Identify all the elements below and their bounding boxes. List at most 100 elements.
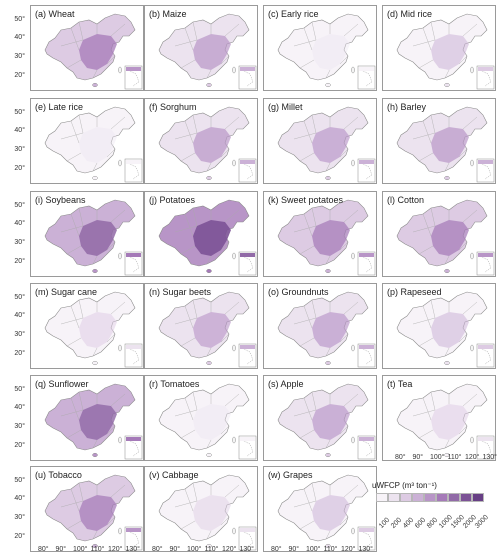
- inset-fill: [359, 528, 374, 532]
- legend-swatch: [388, 493, 400, 502]
- province-boundary: [293, 132, 317, 140]
- nine-dash-line: [127, 69, 140, 87]
- taiwan-island: [470, 66, 474, 74]
- taiwan-island: [118, 436, 122, 444]
- lat-label: 20°: [14, 349, 25, 357]
- nine-dash-line: [360, 439, 373, 457]
- legend-tick-label: 100: [378, 516, 392, 530]
- province-boundary: [224, 301, 240, 315]
- map-panel: (u) Tobacco: [30, 466, 144, 552]
- production-region: [79, 34, 117, 70]
- province-boundary: [343, 484, 359, 498]
- province-boundary: [110, 23, 126, 37]
- china-map: [277, 13, 376, 90]
- lon-label: 130°: [358, 546, 373, 553]
- south-china-sea-inset: [357, 343, 376, 368]
- province-boundary: [444, 162, 450, 172]
- map-panel: (e) Late rice: [30, 98, 144, 184]
- taiwan-island: [351, 159, 355, 167]
- province-boundary: [444, 255, 450, 265]
- province-boundary: [70, 397, 80, 421]
- map-panel: (k) Sweet potatoes: [263, 191, 377, 277]
- province-boundary: [78, 482, 84, 502]
- province-boundary: [180, 59, 196, 69]
- lat-label: 50°: [14, 477, 25, 485]
- province-boundary: [60, 225, 84, 233]
- china-map: [158, 13, 257, 90]
- south-china-sea-inset: [124, 251, 143, 276]
- south-china-sea-inset: [238, 158, 257, 183]
- china-map: [396, 106, 495, 183]
- lon-label: 100°: [306, 546, 321, 553]
- province-boundary: [220, 333, 230, 343]
- province-boundary: [325, 530, 331, 540]
- map-panel: (l) Cotton: [382, 191, 496, 277]
- south-china-sea-inset: [357, 65, 376, 90]
- province-boundary: [343, 393, 359, 407]
- hainan-island: [444, 175, 450, 181]
- province-boundary: [224, 484, 240, 498]
- province-boundary: [462, 209, 478, 223]
- map-panel: (t) Tea: [382, 375, 496, 461]
- province-boundary: [66, 337, 82, 347]
- province-boundary: [78, 114, 84, 134]
- province-boundary: [66, 520, 82, 530]
- nine-dash-line: [241, 347, 254, 365]
- province-boundary: [303, 120, 313, 144]
- province-boundary: [66, 429, 82, 439]
- lat-label: 20°: [14, 71, 25, 79]
- south-china-sea-inset: [476, 343, 495, 368]
- province-boundary: [206, 69, 212, 79]
- province-boundary: [311, 21, 317, 41]
- map-panel: (q) Sunflower: [30, 375, 144, 461]
- inset-fill: [478, 345, 493, 349]
- lon-label: 100°: [430, 454, 445, 461]
- lat-label: 50°: [14, 294, 25, 302]
- province-boundary: [206, 347, 212, 357]
- province-boundary: [458, 241, 468, 251]
- production-region: [312, 127, 350, 163]
- china-map: [44, 13, 143, 90]
- panel-label: (m) Sugar cane: [35, 287, 98, 297]
- hainan-island: [92, 175, 98, 181]
- legend-title: uWFCP (m³ ton⁻¹): [372, 481, 437, 490]
- province-boundary: [293, 409, 317, 417]
- province-boundary: [458, 55, 468, 65]
- panel-label: (f) Sorghum: [149, 102, 197, 112]
- province-boundary: [422, 27, 432, 51]
- inset-fill: [240, 437, 255, 441]
- province-boundary: [106, 148, 116, 158]
- south-china-sea-inset: [476, 251, 495, 276]
- inset-fill: [359, 345, 374, 349]
- province-boundary: [418, 429, 434, 439]
- province-boundary: [303, 305, 313, 329]
- china-map: [277, 291, 376, 368]
- province-boundary: [412, 39, 436, 47]
- province-boundary: [184, 397, 194, 421]
- province-boundary: [110, 393, 126, 407]
- china-map: [44, 291, 143, 368]
- legend-swatch: [436, 493, 448, 502]
- nine-dash-line: [479, 347, 492, 365]
- hainan-island: [444, 360, 450, 366]
- production-region: [193, 495, 231, 531]
- hainan-island: [325, 360, 331, 366]
- province-boundary: [430, 21, 436, 41]
- nine-dash-line: [360, 162, 373, 180]
- inset-fill: [359, 160, 374, 164]
- province-boundary: [311, 207, 317, 227]
- province-boundary: [192, 299, 198, 319]
- south-china-sea-inset: [357, 158, 376, 183]
- hainan-island: [92, 543, 98, 549]
- taiwan-island: [118, 527, 122, 535]
- panel-label: (a) Wheat: [35, 9, 75, 19]
- province-boundary: [184, 27, 194, 51]
- panel-label: (i) Soybeans: [35, 195, 86, 205]
- hainan-island: [325, 82, 331, 88]
- inset-fill: [240, 67, 255, 71]
- map-panel: (o) Groundnuts: [263, 283, 377, 369]
- map-panel: (s) Apple: [263, 375, 377, 461]
- panel-label: (k) Sweet potatoes: [268, 195, 344, 205]
- province-boundary: [293, 500, 317, 508]
- province-boundary: [106, 55, 116, 65]
